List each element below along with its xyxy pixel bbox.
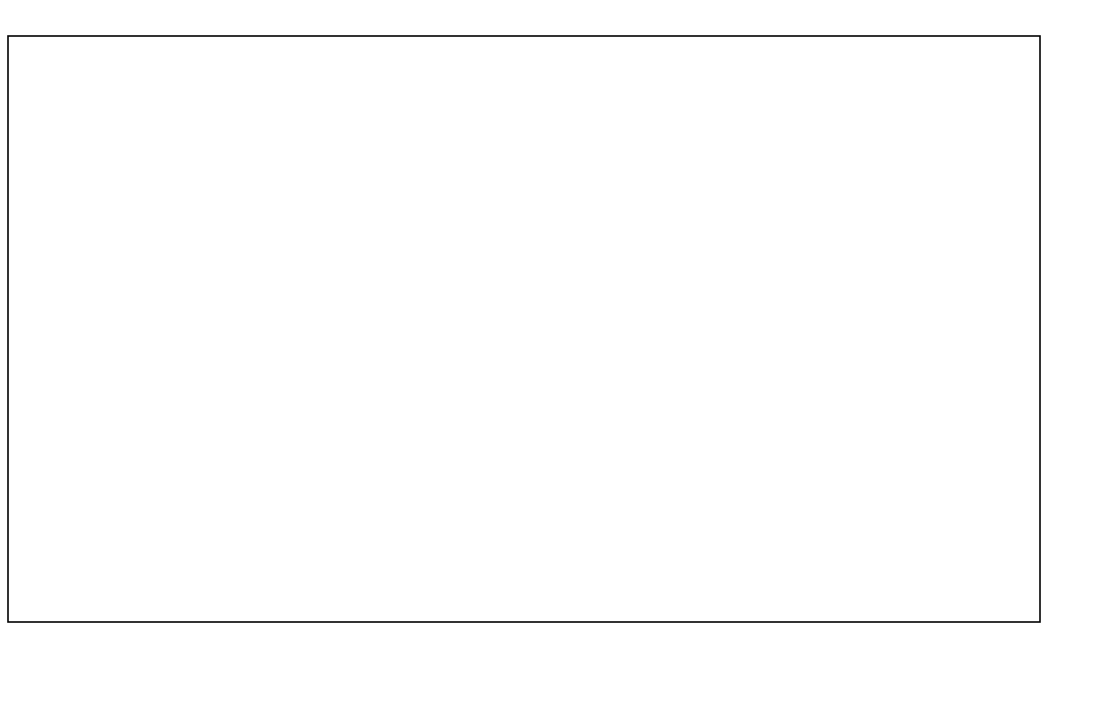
map-background (8, 36, 1040, 622)
map-frame (7, 35, 1041, 623)
